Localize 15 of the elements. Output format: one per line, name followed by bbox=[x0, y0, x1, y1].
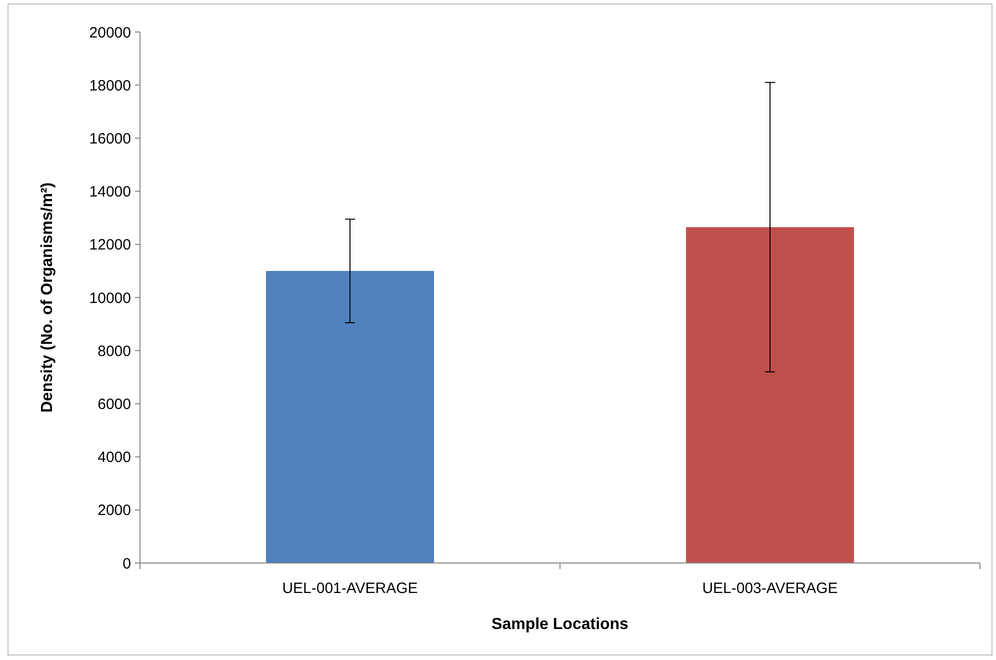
y-tick-label: 8000 bbox=[98, 342, 131, 360]
y-tick-label: 12000 bbox=[89, 236, 131, 254]
y-axis-title: Density (No. of Organisms/m²) bbox=[39, 182, 56, 413]
y-tick-label: 16000 bbox=[89, 130, 131, 148]
y-tick-label: 4000 bbox=[98, 449, 131, 466]
y-tick-label: 6000 bbox=[98, 396, 131, 413]
y-tick-label: 10000 bbox=[89, 290, 131, 307]
x-tick-label: UEL-001-AVERAGE bbox=[282, 580, 418, 597]
y-tick-label: 18000 bbox=[89, 77, 131, 94]
x-tick-label: UEL-003-AVERAGE bbox=[702, 580, 838, 597]
y-tick-label: 0 bbox=[122, 555, 131, 572]
x-axis-title: Sample Locations bbox=[492, 616, 629, 633]
y-tick-label: 2000 bbox=[98, 502, 131, 520]
y-tick-label: 20000 bbox=[89, 24, 131, 42]
y-tick-label: 14000 bbox=[89, 184, 131, 201]
